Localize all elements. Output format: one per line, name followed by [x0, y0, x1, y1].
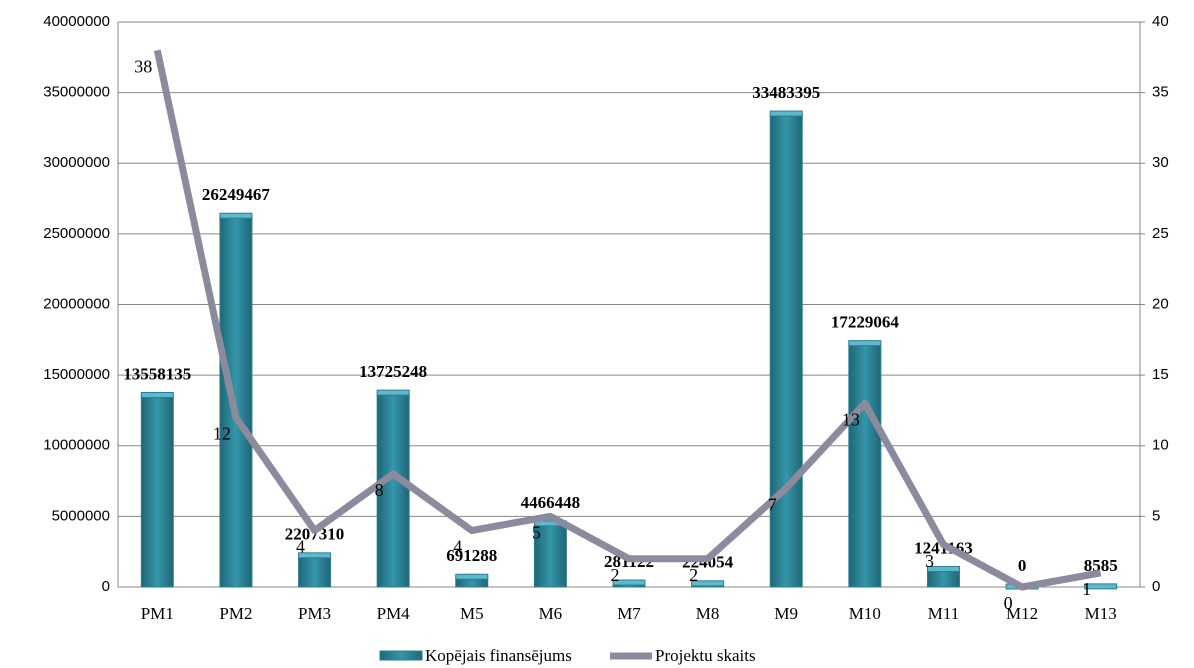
line-data-label: 8 [375, 480, 384, 500]
bar-cap [848, 340, 882, 347]
y2-tick-label: 0 [1152, 578, 1160, 595]
y2-tick-label: 20 [1152, 295, 1169, 312]
bar-cap [926, 565, 960, 572]
x-tick-label: PM1 [141, 604, 174, 623]
y-tick-label: 5000000 [52, 507, 110, 524]
x-tick-label: M11 [928, 604, 960, 623]
bar-data-label: 691288 [446, 546, 497, 565]
bar [298, 555, 332, 588]
legend-swatch [379, 650, 423, 661]
line-data-label: 12 [213, 424, 231, 444]
y2-tick-label: 30 [1152, 154, 1169, 171]
x-tick-label: PM2 [219, 604, 252, 623]
line-data-label: 3 [925, 551, 934, 571]
bar-data-label: 4466448 [521, 493, 581, 512]
bar [769, 113, 803, 588]
x-tick-label: M7 [617, 604, 641, 623]
line-data-label: 0 [1004, 593, 1013, 613]
x-tick-label: PM3 [298, 604, 331, 623]
y2-tick-label: 40 [1152, 13, 1169, 30]
x-tick-label: M8 [696, 604, 720, 623]
y2-tick-label: 25 [1152, 225, 1169, 242]
y-tick-label: 40000000 [43, 13, 110, 30]
bar-data-label: 13558135 [123, 364, 191, 383]
bar-data-label: 8585 [1084, 556, 1118, 575]
line-data-label: 1 [1082, 579, 1091, 599]
x-tick-label: PM4 [377, 604, 411, 623]
legend-label: Projektu skaits [655, 646, 756, 665]
bar-cap [769, 110, 803, 117]
line-data-label: 13 [842, 410, 860, 430]
line-data-label: 2 [611, 565, 620, 585]
bar-cap [612, 579, 646, 586]
y2-tick-label: 10 [1152, 437, 1169, 454]
line-data-label: 7 [768, 494, 777, 514]
bar-data-label: 26249467 [202, 185, 271, 204]
line-data-label: 2 [689, 565, 698, 585]
bar-cap [298, 552, 332, 559]
x-tick-label: M6 [539, 604, 563, 623]
y-tick-label: 25000000 [43, 225, 110, 242]
line-data-label: 4 [296, 537, 305, 557]
line-data-label: 38 [134, 56, 152, 76]
y-tick-label: 20000000 [43, 295, 110, 312]
x-tick-label: M12 [1006, 604, 1038, 623]
bar [140, 394, 174, 588]
bar-cap [1084, 583, 1118, 590]
x-tick-label: M5 [460, 604, 484, 623]
bar-data-label: 13725248 [359, 362, 427, 381]
bar-data-label: 33483395 [752, 83, 820, 102]
y-tick-label: 15000000 [43, 366, 110, 383]
line [153, 49, 1102, 591]
x-tick-label: M10 [849, 604, 881, 623]
bar [376, 392, 410, 588]
bar-data-label: 2207310 [285, 525, 345, 544]
y-tick-label: 30000000 [43, 154, 110, 171]
y2-tick-label: 35 [1152, 84, 1169, 101]
bar-cap [376, 389, 410, 396]
line-data-label: 5 [532, 523, 541, 543]
y2-tick-label: 5 [1152, 507, 1160, 524]
x-tick-label: M9 [774, 604, 798, 623]
bar [848, 343, 882, 588]
bar-cap [219, 212, 253, 219]
y-tick-label: 10000000 [43, 437, 110, 454]
bar-data-label: 17229064 [831, 313, 900, 332]
bar-cap [455, 573, 489, 580]
y2-tick-label: 15 [1152, 366, 1169, 383]
line-data-label: 4 [453, 537, 462, 557]
bar-cap [691, 580, 725, 587]
legend-label: Kopējais finansējums [425, 646, 572, 665]
bar [926, 568, 960, 588]
y-tick-label: 0 [102, 578, 110, 595]
bar-cap [140, 391, 174, 398]
y-tick-label: 35000000 [43, 84, 110, 101]
bar-data-label: 0 [1018, 556, 1027, 575]
x-tick-label: M13 [1085, 604, 1117, 623]
